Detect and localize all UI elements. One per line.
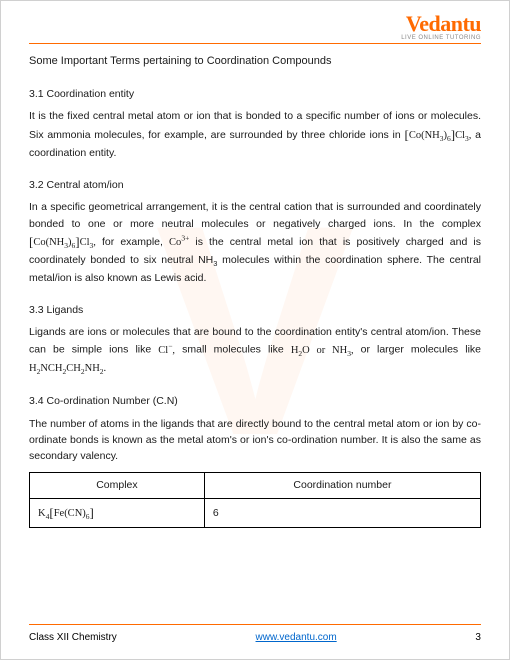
- bottom-rule: [29, 624, 481, 625]
- th-cn: Coordination number: [204, 473, 480, 498]
- brand-header: Vedantu LIVE ONLINE TUTORING: [401, 11, 481, 41]
- page-title: Some Important Terms pertaining to Coord…: [29, 53, 481, 70]
- td-complex: K4[Fe(CN)6]: [30, 498, 205, 527]
- para-3-2: In a specific geometrical arrangement, i…: [29, 199, 481, 286]
- footer: Class XII Chemistry www.vedantu.com 3: [29, 632, 481, 643]
- para-3-1: It is the fixed central metal atom or io…: [29, 108, 481, 161]
- content: Some Important Terms pertaining to Coord…: [29, 53, 481, 528]
- para-3-4: The number of atoms in the ligands that …: [29, 416, 481, 465]
- heading-3-3: 3.3 Ligands: [29, 302, 481, 318]
- heading-3-1: 3.1 Coordination entity: [29, 86, 481, 102]
- table-header-row: Complex Coordination number: [30, 473, 481, 498]
- td-cn: 6: [204, 498, 480, 527]
- footer-page: 3: [475, 632, 481, 643]
- brand-tagline: LIVE ONLINE TUTORING: [401, 35, 481, 41]
- coordination-table: Complex Coordination number K4[Fe(CN)6] …: [29, 472, 481, 527]
- page: V Vedantu LIVE ONLINE TUTORING Some Impo…: [0, 0, 510, 660]
- para-3-3: Ligands are ions or molecules that are b…: [29, 324, 481, 377]
- top-rule: [29, 43, 481, 44]
- heading-3-4: 3.4 Co-ordination Number (C.N): [29, 393, 481, 409]
- heading-3-2: 3.2 Central atom/ion: [29, 177, 481, 193]
- table-row: K4[Fe(CN)6] 6: [30, 498, 481, 527]
- footer-link[interactable]: www.vedantu.com: [256, 632, 337, 643]
- brand-logo: Vedantu: [401, 11, 481, 37]
- footer-left: Class XII Chemistry: [29, 632, 117, 643]
- th-complex: Complex: [30, 473, 205, 498]
